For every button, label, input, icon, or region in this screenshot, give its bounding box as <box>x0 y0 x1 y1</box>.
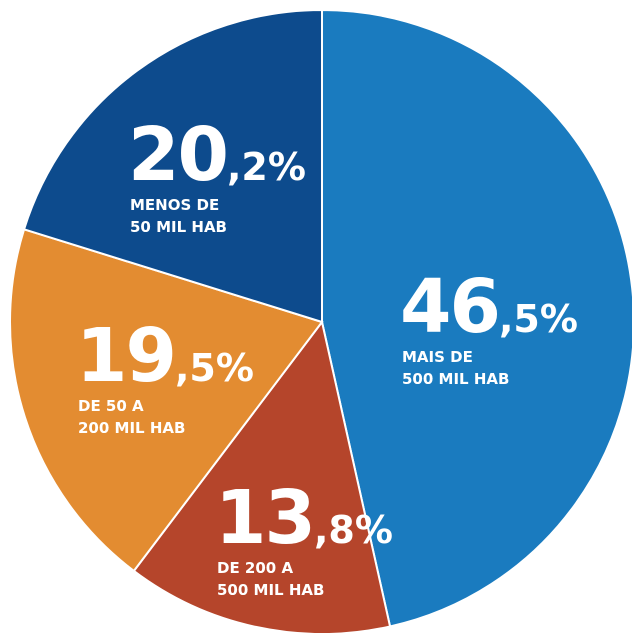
category-line: 200 MIL HAB <box>78 419 185 437</box>
category-line: 500 MIL HAB <box>402 370 509 388</box>
category-label: DE 50 A 200 MIL HAB <box>78 397 185 437</box>
value-label: 20,2% <box>128 112 306 198</box>
category-label: MAIS DE 500 MIL HAB <box>402 348 509 388</box>
pie-slice <box>22 8 323 324</box>
value-label-major: 46 <box>400 264 499 350</box>
pie-slice <box>321 8 632 628</box>
value-label: 19,5% <box>76 313 254 399</box>
category-line: 50 MIL HAB <box>130 218 227 236</box>
value-label-major: 20 <box>128 112 227 198</box>
value-label: 13,8% <box>215 475 393 561</box>
category-line: DE 200 A <box>217 559 293 577</box>
value-label: 46,5% <box>400 264 578 350</box>
category-label: DE 200 A 500 MIL HAB <box>217 559 324 599</box>
value-label-minor: ,5% <box>499 297 578 341</box>
category-line: 500 MIL HAB <box>217 581 324 599</box>
category-label: MENOS DE 50 MIL HAB <box>130 196 227 236</box>
category-line: MAIS DE <box>402 348 473 366</box>
value-label-minor: ,5% <box>175 346 254 390</box>
category-line: DE 50 A <box>78 397 144 415</box>
value-label-minor: ,8% <box>314 508 393 552</box>
pie-slice <box>132 319 392 633</box>
value-label-minor: ,2% <box>227 145 306 189</box>
pie-slice <box>9 228 324 573</box>
value-label-major: 19 <box>76 313 175 399</box>
value-label-major: 13 <box>215 475 314 561</box>
category-line: MENOS DE <box>130 196 219 214</box>
